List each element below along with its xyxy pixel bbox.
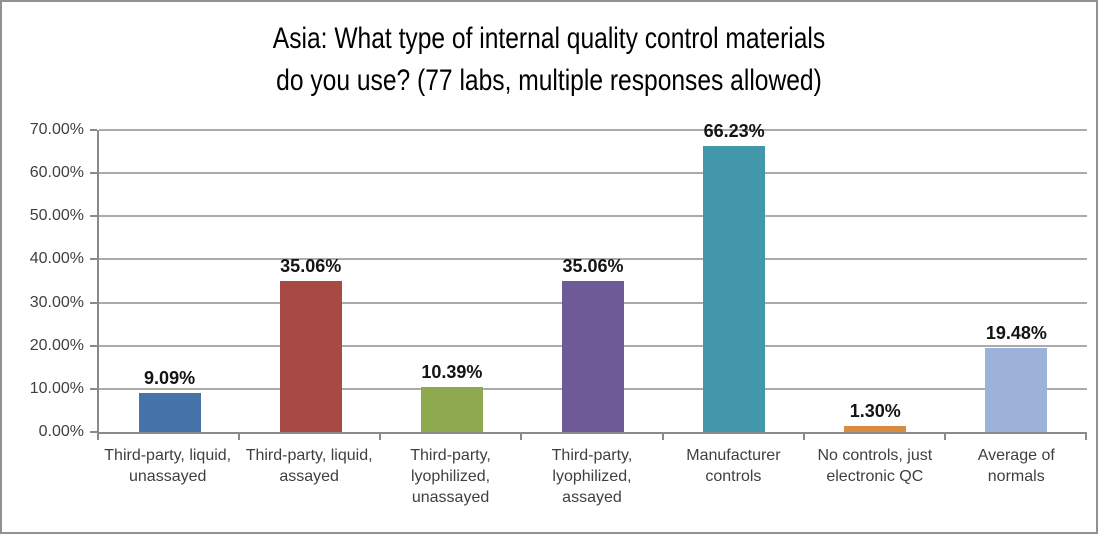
category-label: No controls, just electronic QC (817, 447, 933, 485)
plot-area: 9.09% 35.06% 10.39% 35.06% 66.23% 1.30% 19.48% (97, 121, 1087, 434)
bar-7 (985, 347, 1048, 432)
category-label: Third-party, liquid, assayed (245, 447, 373, 485)
category-label-cell: Third-party, lyophilized, assayed (521, 445, 662, 508)
y-tick-label: 70.00% (29, 121, 84, 138)
gridline-70.00% (99, 129, 1087, 131)
category-label-cell: Manufacturer controls (663, 445, 804, 508)
x-tick-mark (238, 434, 241, 440)
bar-value-label: 1.30% (849, 401, 901, 422)
category-label-cell: Third-party, liquid, unassayed (97, 445, 238, 508)
gridline-60.00% (99, 172, 1087, 175)
chart-title-line2: do you use? (77 labs, multiple responses… (276, 64, 822, 97)
chart-title-line1: Asia: What type of internal quality cont… (272, 22, 826, 55)
y-tick-label: 50.00% (29, 207, 84, 225)
y-tick-mark (90, 258, 97, 261)
x-tick-mark (97, 434, 99, 440)
x-tick-mark (943, 434, 946, 440)
y-tick-mark (90, 344, 97, 347)
y-tick-label: 10.00% (29, 379, 84, 397)
category-label-cell: Third-party, lyophilized, unassayed (380, 445, 521, 508)
y-tick-label: 20.00% (29, 336, 84, 354)
bar-2 (279, 280, 342, 432)
category-label: Third-party, lyophilized, assayed (551, 447, 633, 506)
bar-value-label: 35.06% (280, 255, 342, 276)
y-tick-mark (90, 431, 97, 433)
category-label-cell: Third-party, liquid, assayed (238, 445, 379, 508)
x-tick-mark (520, 434, 523, 440)
y-tick-label: 40.00% (29, 250, 84, 268)
y-tick-mark (90, 215, 97, 218)
x-axis-labels: Third-party, liquid, unassayed Third-part… (97, 445, 1087, 508)
x-tick-mark (379, 434, 382, 440)
x-tick-mark (661, 434, 664, 440)
category-label: Third-party, lyophilized, unassayed (410, 447, 491, 506)
category-label: Manufacturer controls (686, 447, 781, 485)
bar-value-label: 10.39% (421, 362, 483, 383)
bar-value-label: 66.23% (703, 121, 765, 142)
gridline-50.00% (99, 215, 1087, 218)
category-label: Average of normals (977, 447, 1055, 485)
category-label: Third-party, liquid, unassayed (104, 447, 232, 485)
bar-5 (703, 146, 766, 432)
bar-value-label: 9.09% (144, 367, 196, 388)
bar-4 (562, 280, 624, 432)
bar-3 (420, 387, 483, 432)
y-tick-mark (90, 387, 97, 390)
category-label-cell: No controls, just electronic QC (804, 445, 945, 508)
bar-value-label: 35.06% (562, 255, 624, 276)
x-tick-mark (1085, 434, 1087, 440)
bar-1 (138, 392, 201, 432)
y-tick-label: 60.00% (29, 164, 84, 182)
y-axis-labels: 0.00% 10.00% 20.00% 30.00% 40.00% 50.00% 60.00… (2, 121, 88, 440)
y-tick-label: 0.00% (38, 423, 84, 440)
category-label-cell: Average of normals (946, 445, 1087, 508)
y-tick-mark (90, 129, 97, 131)
gridline-40.00% (99, 258, 1087, 261)
y-tick-label: 30.00% (29, 293, 84, 311)
bar-6 (844, 426, 907, 432)
bar-value-label: 19.48% (985, 322, 1047, 343)
chart-title: Asia: What type of internal quality cont… (2, 18, 1096, 102)
y-tick-mark (90, 172, 97, 175)
x-tick-mark (802, 434, 805, 440)
y-tick-mark (90, 301, 97, 304)
